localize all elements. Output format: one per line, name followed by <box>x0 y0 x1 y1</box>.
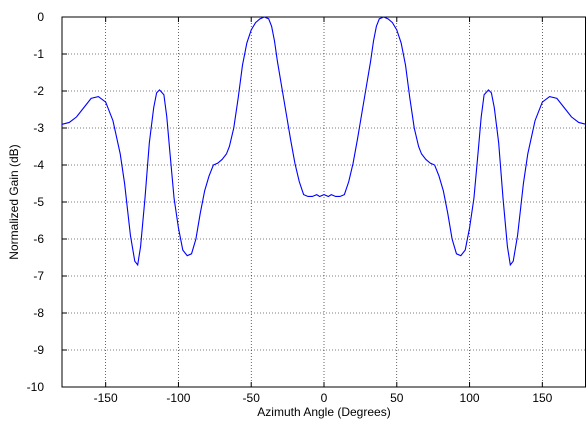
x-tick-label: 50 <box>390 391 404 405</box>
x-tick-label: 100 <box>460 391 480 405</box>
y-tick-label: -9 <box>33 343 44 357</box>
y-tick-label: 0 <box>37 10 44 24</box>
y-tick-label: -7 <box>33 269 44 283</box>
series-layer <box>61 16 586 267</box>
y-tick-label: -6 <box>33 232 44 246</box>
x-axis-label: Azimuth Angle (Degrees) <box>257 405 390 419</box>
x-tick-label: -50 <box>243 391 261 405</box>
x-tick-label: 0 <box>321 391 328 405</box>
y-tick-label: -3 <box>33 121 44 135</box>
y-tick-label: -8 <box>33 306 44 320</box>
x-tick-label: -100 <box>166 391 190 405</box>
y-tick-label: -4 <box>33 158 44 172</box>
axis-ticks: -150 -100 -50 0 50 100 150 0 -1 -2 -3 -4 -5 -6 -7 -8 -9 -… <box>27 10 553 405</box>
y-tick-label: -10 <box>27 380 45 394</box>
y-tick-label: -5 <box>33 195 44 209</box>
series-line <box>61 16 586 267</box>
x-tick-label: -150 <box>94 391 118 405</box>
y-tick-label: -2 <box>33 84 44 98</box>
x-tick-label: 150 <box>532 391 552 405</box>
y-tick-label: -1 <box>33 47 44 61</box>
y-axis-label: Normalized Gain (dB) <box>7 144 21 259</box>
grid-lines <box>62 17 586 387</box>
